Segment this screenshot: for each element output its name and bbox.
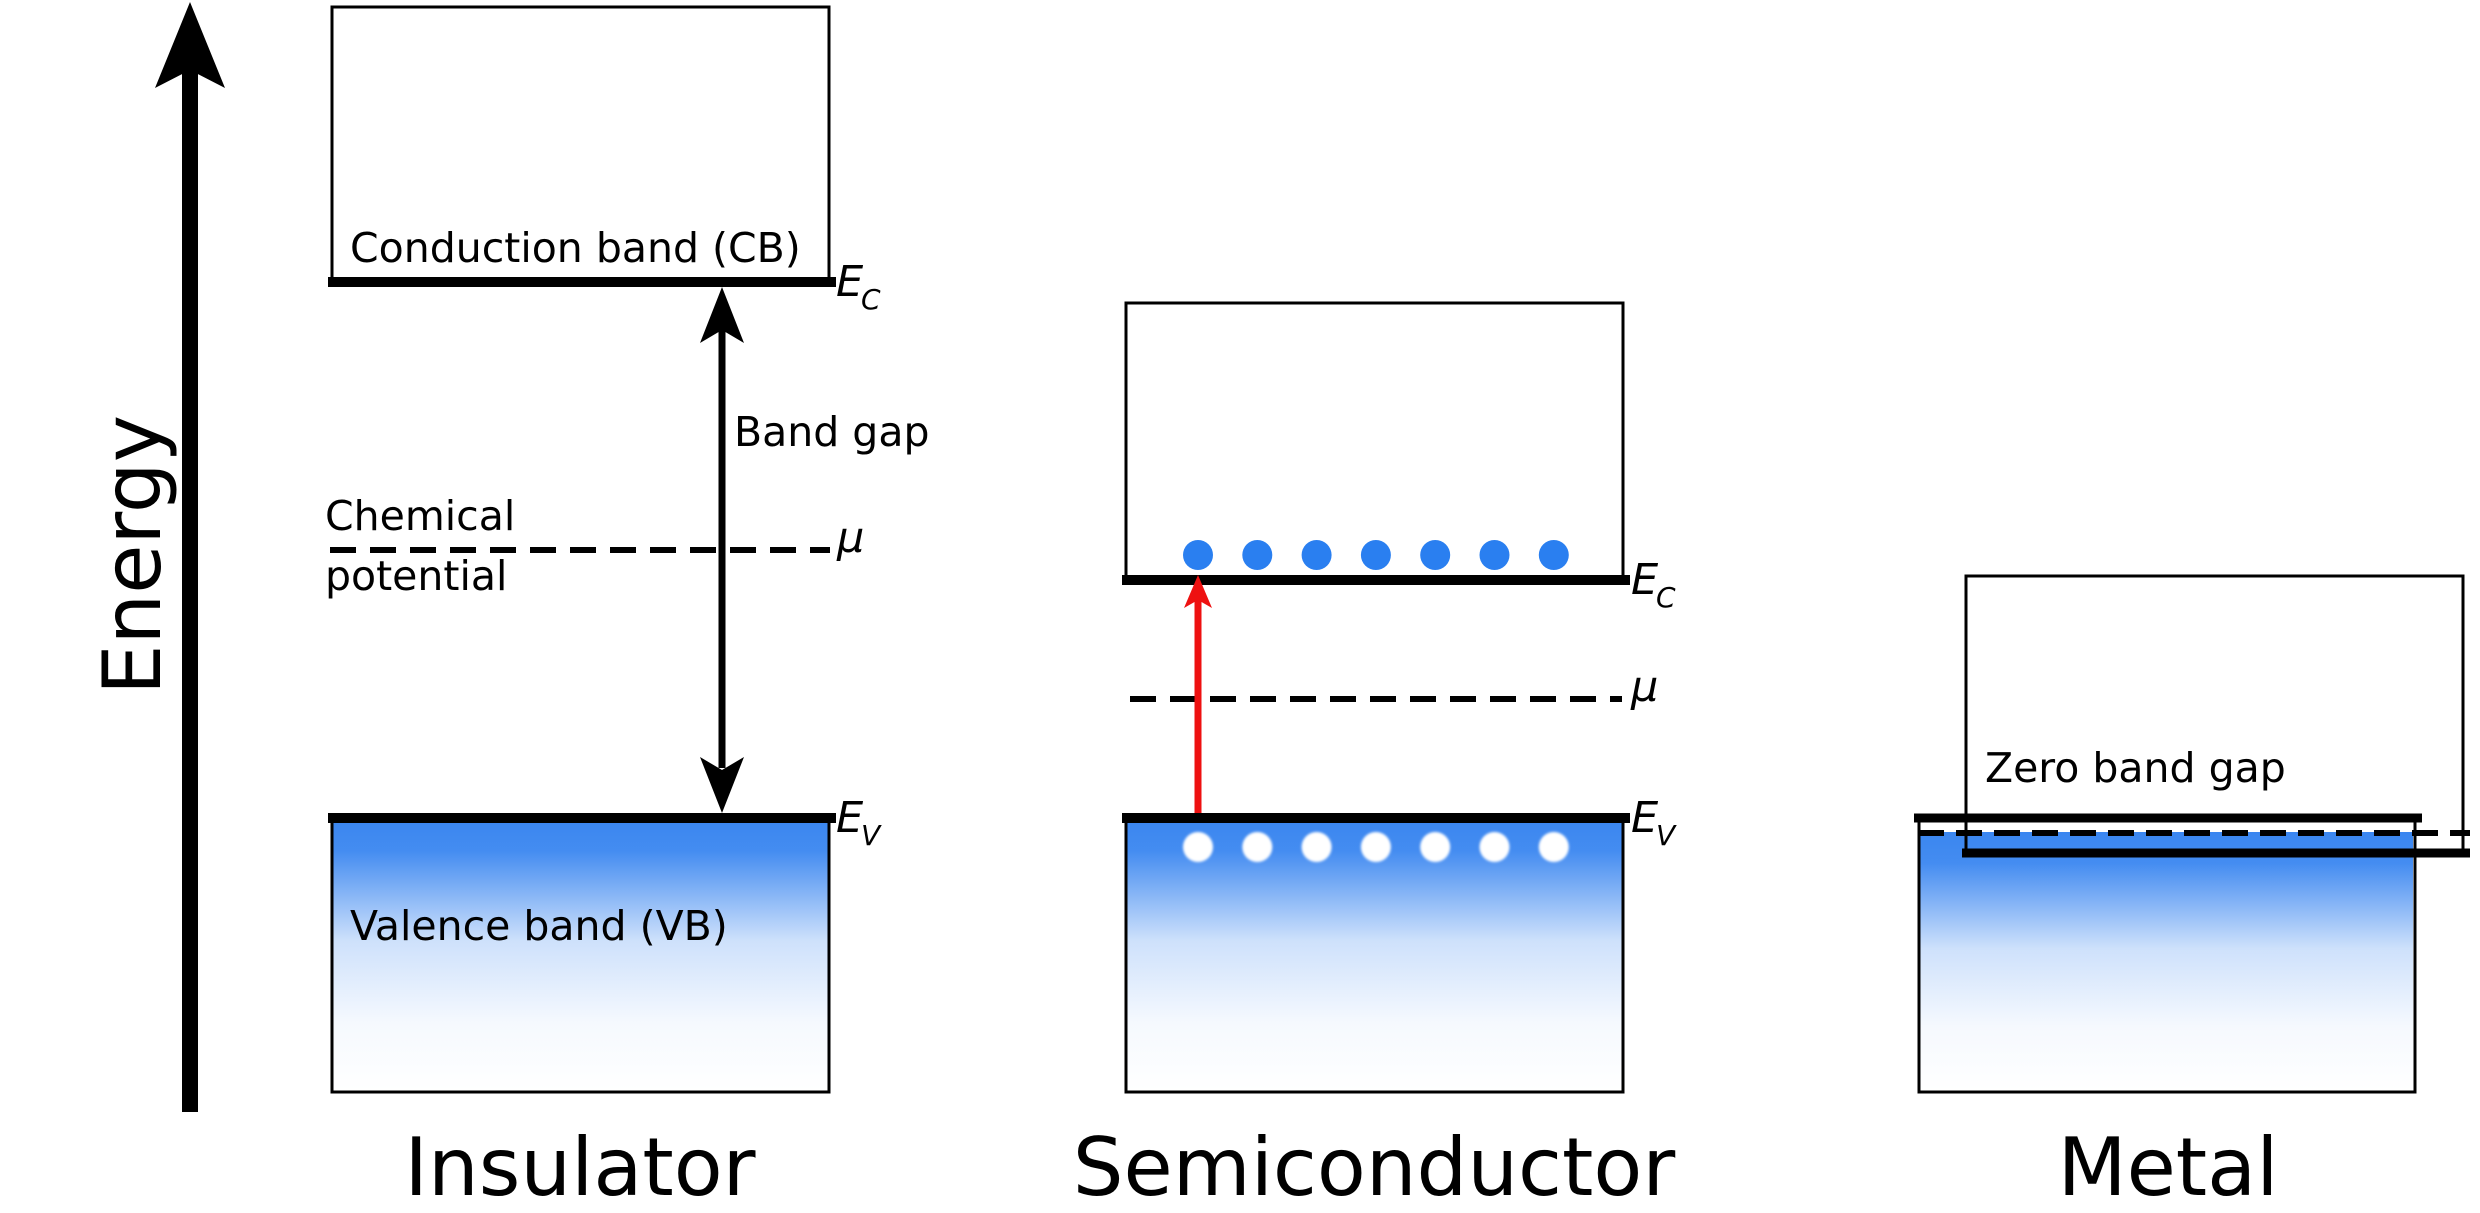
electron	[1242, 540, 1273, 570]
insulator-vb-fill	[333, 818, 828, 1091]
insulator-mu-symbol: μ	[836, 513, 864, 563]
band-gap-arrow	[700, 287, 744, 813]
insulator-title: Insulator	[404, 1121, 755, 1213]
insulator-panel	[328, 5, 836, 1094]
hole	[1479, 832, 1510, 862]
svg-text:C: C	[1656, 581, 1676, 614]
insulator-ec-symbol: E C	[836, 257, 881, 316]
hole	[1242, 832, 1273, 862]
semiconductor-title: Semiconductor	[1073, 1121, 1676, 1213]
chemical-potential-label-line2: potential	[325, 552, 507, 600]
energy-axis	[155, 2, 225, 1112]
electron	[1301, 540, 1332, 570]
hole	[1301, 832, 1332, 862]
hole	[1420, 832, 1451, 862]
electron	[1420, 540, 1451, 570]
hole	[1538, 832, 1569, 862]
semiconductor-ec-symbol: E C	[1631, 555, 1676, 614]
metal-panel	[1914, 574, 2470, 1094]
chemical-potential-label-line1: Chemical	[325, 492, 515, 540]
semiconductor-vb-fill	[1127, 818, 1622, 1091]
svg-text:E: E	[1631, 793, 1659, 843]
semiconductor-cb-box	[1124, 301, 1625, 582]
conduction-electrons	[1183, 540, 1569, 570]
semiconductor-mu-symbol: μ	[1630, 662, 1658, 712]
electron	[1183, 540, 1213, 570]
energy-axis-label: Energy	[86, 415, 179, 695]
valence-holes	[1183, 832, 1569, 862]
svg-text:E: E	[836, 793, 864, 843]
conduction-band-label: Conduction band (CB)	[350, 224, 801, 272]
hole	[1360, 832, 1391, 862]
electron	[1479, 540, 1510, 570]
electron	[1538, 540, 1569, 570]
excitation-arrow	[1184, 575, 1212, 813]
semiconductor-ev-symbol: E V	[1631, 793, 1677, 852]
valence-band-label: Valence band (VB)	[350, 902, 728, 950]
insulator-ev-symbol: E V	[836, 793, 882, 852]
band-gap-label: Band gap	[734, 408, 929, 456]
svg-text:V: V	[861, 819, 882, 852]
metal-title: Metal	[2058, 1121, 2279, 1213]
metal-cb-box	[1964, 574, 2465, 856]
electron	[1360, 540, 1391, 570]
zero-band-gap-label: Zero band gap	[1985, 744, 2286, 792]
svg-text:E: E	[1631, 555, 1659, 605]
svg-text:C: C	[861, 283, 881, 316]
metal-vb-fill	[1920, 832, 2413, 1091]
hole	[1183, 832, 1213, 862]
svg-text:E: E	[836, 257, 864, 307]
semiconductor-panel	[1122, 301, 1630, 1094]
svg-text:V: V	[1656, 819, 1677, 852]
